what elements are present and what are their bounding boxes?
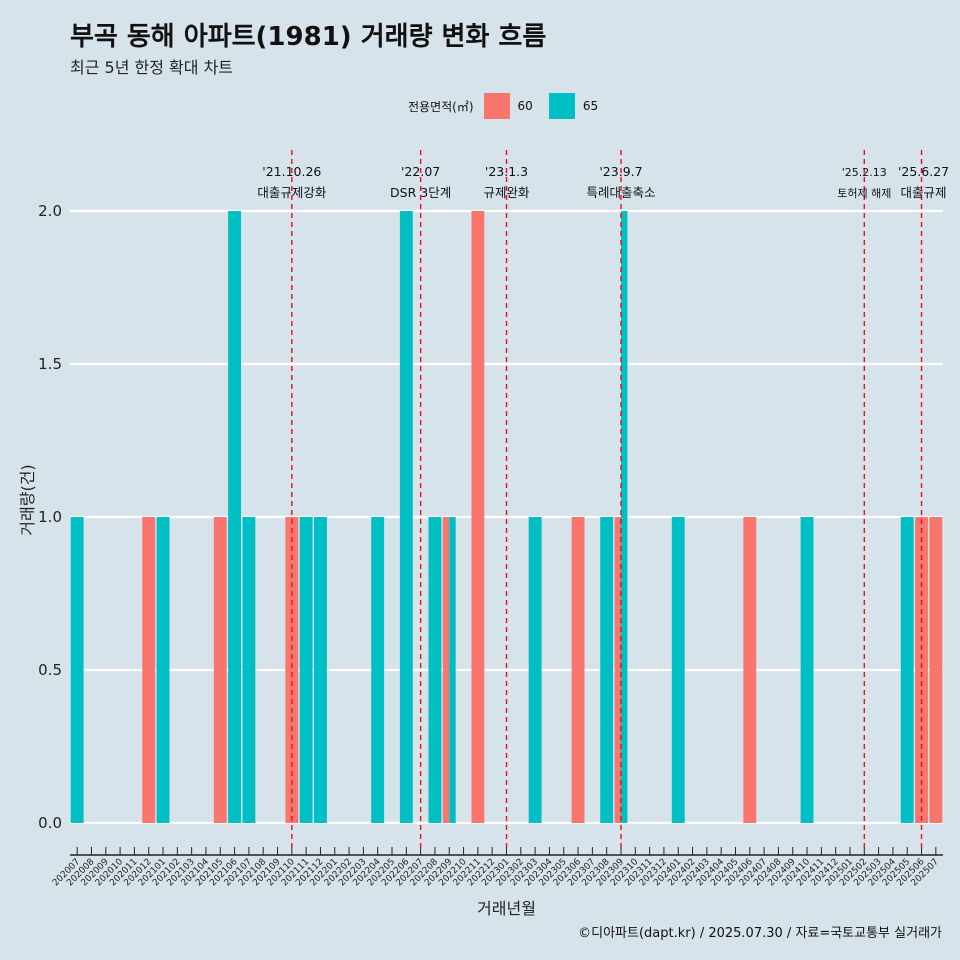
y-axis-title: 거래량(건) [18, 464, 37, 535]
bar-65-202106 [228, 211, 242, 823]
event-label: DSR 3단계 [390, 185, 451, 200]
event-label: 대출규제 [901, 185, 947, 200]
bar-60-202309 [614, 517, 621, 823]
bar-65-202410 [800, 517, 814, 823]
legend-key-65 [548, 93, 575, 119]
bar-60-202306 [571, 517, 585, 823]
event-date: '21.10.26 [262, 164, 321, 179]
y-tick-label: 1.0 [38, 508, 62, 526]
bar-65-202209 [449, 517, 456, 823]
legend-label-60: 60 [517, 99, 533, 113]
bar-65-202308 [600, 517, 614, 823]
legend-label-65: 65 [582, 99, 599, 113]
bar-60-202209 [442, 517, 450, 823]
y-tick-label: 1.5 [38, 355, 62, 373]
legend-key-60 [483, 93, 510, 119]
bar-65-202208 [428, 517, 442, 823]
event-label: 규제완화 [483, 185, 530, 200]
event-label: 토허제 해제 [837, 186, 891, 200]
event-label: 대출규제강화 [257, 185, 327, 200]
event-date: '22.07 [401, 164, 440, 179]
event-date: '23.9.7 [599, 164, 642, 179]
bar-60-202110 [285, 517, 299, 823]
event-date: '25.6.27 [898, 164, 949, 179]
chart-title: 부곡 동해 아파트(1981) 거래량 변화 흐름 [70, 22, 547, 52]
y-tick-label: 2.0 [38, 202, 62, 220]
bar-60-202012 [142, 517, 156, 823]
bar-65-202101 [156, 517, 170, 823]
bar-65-202505 [900, 517, 914, 823]
bar-65-202107 [242, 517, 256, 823]
bar-65-202206 [399, 211, 413, 823]
bar-65-202401 [671, 517, 685, 823]
y-tick-label: 0.5 [38, 661, 62, 679]
event-date: '23.1.3 [485, 164, 528, 179]
bar-65-202309 [620, 211, 628, 823]
bar-60-202506 [915, 517, 928, 823]
y-tick-label: 0.0 [38, 814, 62, 832]
bar-60-202211 [471, 211, 485, 823]
legend: 전용면적(㎡) 60 65 [408, 93, 614, 119]
bar-65-202111 [299, 517, 313, 823]
event-label: 특례대출축소 [586, 185, 655, 200]
caption: ©디아파트(dapt.kr) / 2025.07.30 / 자료=국토교통부 실… [578, 926, 942, 941]
bar-60-202105 [213, 517, 227, 823]
chart-subtitle: 최근 5년 한정 확대 차트 [70, 58, 234, 77]
bar-65-202007 [70, 517, 84, 823]
bar-60-202406 [743, 517, 757, 823]
bar-65-202303 [528, 517, 542, 823]
bar-60-202507 [929, 517, 943, 823]
bar-65-202112 [314, 517, 327, 823]
legend-title: 전용면적(㎡) [408, 99, 474, 114]
bar-65-202204 [371, 517, 385, 823]
event-date: '25.2.13 [842, 166, 887, 179]
x-axis-title: 거래년월 [477, 899, 536, 918]
